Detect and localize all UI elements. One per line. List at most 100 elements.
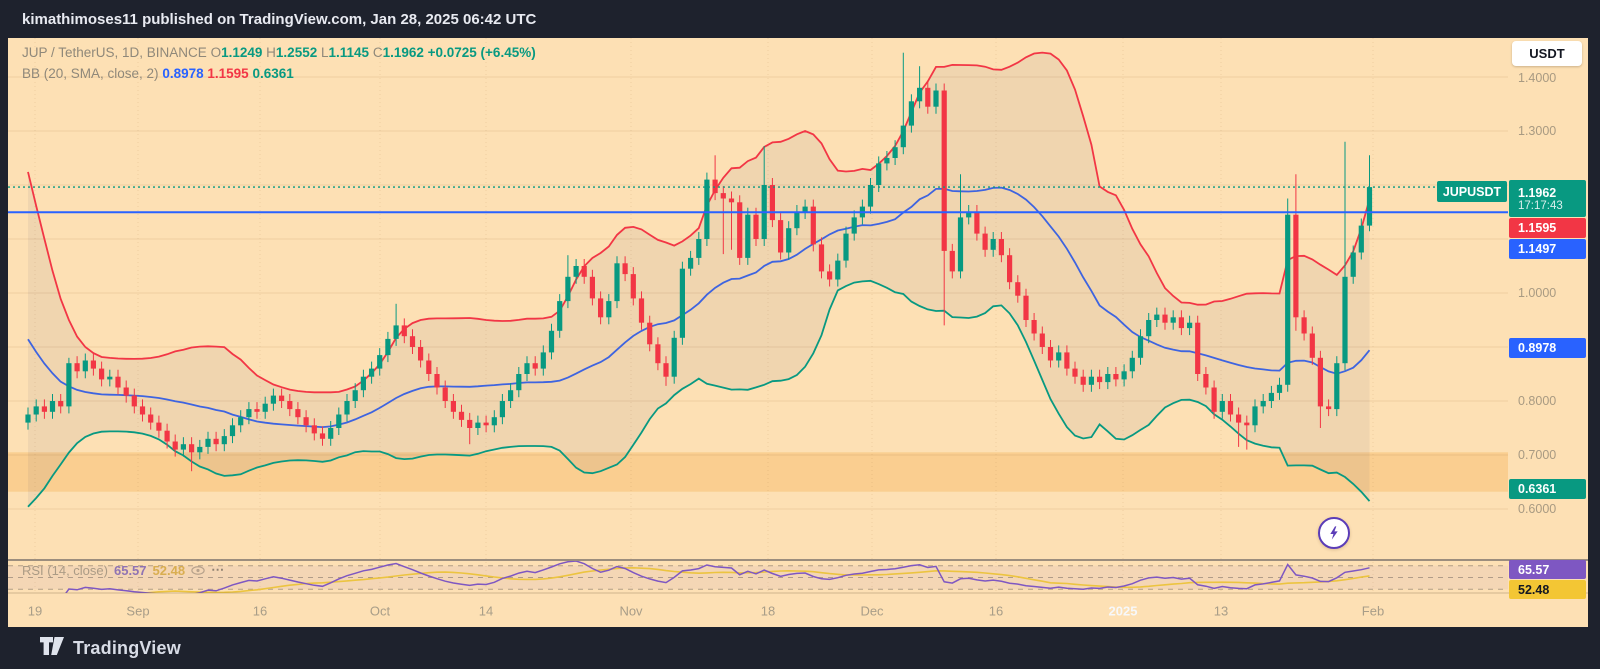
time-tick-label[interactable]: 14 xyxy=(478,603,494,618)
candle xyxy=(450,401,456,412)
candle xyxy=(311,425,317,434)
candle xyxy=(66,363,72,407)
candle xyxy=(107,376,113,380)
open-label: O xyxy=(210,45,222,60)
candle xyxy=(818,244,825,272)
candle xyxy=(638,298,645,323)
candle xyxy=(1072,368,1078,377)
candle xyxy=(688,257,694,269)
publish-header-text: kimathimoses11 published on TradingView.… xyxy=(22,10,537,28)
open-value: 1.1249 xyxy=(221,45,263,60)
rsi-legend[interactable]: RSI (14, close) 65.57 52.48 ⋯ xyxy=(22,562,224,578)
candle xyxy=(287,401,293,410)
candle xyxy=(99,368,105,380)
chart-legend[interactable]: JUP / TetherUS, 1D, BINANCE O1.1249 H1.2… xyxy=(22,42,536,84)
price-tick-label: 1.3000 xyxy=(1518,124,1557,138)
candle xyxy=(1326,406,1332,410)
time-tick-label[interactable]: 2025 xyxy=(1108,603,1138,618)
tradingview-brand-text[interactable]: TradingView xyxy=(73,637,181,658)
candle xyxy=(434,374,440,388)
time-tick-label[interactable]: Dec xyxy=(860,603,884,618)
candle xyxy=(1293,214,1299,318)
candle xyxy=(131,395,137,407)
candle xyxy=(745,214,751,258)
close-label: C xyxy=(372,45,383,60)
bb-title[interactable]: BB (20, SMA, close, 2) xyxy=(22,66,159,81)
candle xyxy=(74,363,80,372)
candle xyxy=(229,425,236,437)
symbol-legend-row[interactable]: JUP / TetherUS, 1D, BINANCE O1.1249 H1.2… xyxy=(22,42,536,63)
time-tick-label[interactable]: Sep xyxy=(126,603,150,618)
tradingview-logo-icon[interactable] xyxy=(40,636,64,660)
more-options-icon[interactable]: ⋯ xyxy=(211,562,225,577)
rsi-title[interactable]: RSI (14, close) xyxy=(22,562,108,578)
candle xyxy=(360,376,366,391)
bb-legend-row[interactable]: BB (20, SMA, close, 2) 0.8978 1.1595 0.6… xyxy=(22,63,536,84)
bb-lower-line xyxy=(27,279,1371,508)
time-tick-label[interactable]: Oct xyxy=(369,603,391,618)
lightning-bolt-button[interactable] xyxy=(1318,517,1350,549)
candle xyxy=(786,228,792,253)
price-axis[interactable]: USDT 1.4000 1.3000 1.0000 0.8000 0.7000 0.600… xyxy=(1508,38,1588,627)
time-tick-label[interactable]: Nov xyxy=(619,603,643,618)
time-tick-label[interactable]: 16 xyxy=(252,603,268,618)
time-tick-label[interactable]: 18 xyxy=(760,603,776,618)
candle xyxy=(1252,406,1258,426)
time-tick-label[interactable]: 13 xyxy=(1213,603,1229,618)
time-tick-label[interactable]: 19 xyxy=(27,603,43,618)
chart-canvas[interactable] xyxy=(8,38,1588,627)
candle xyxy=(1285,214,1291,385)
symbol-title[interactable]: JUP / TetherUS, 1D, BINANCE xyxy=(22,45,207,60)
price-tick-label: 0.8000 xyxy=(1518,394,1557,408)
candle xyxy=(115,376,121,388)
candle xyxy=(442,387,448,401)
candle xyxy=(1137,336,1144,358)
symbol-price-tag: JUPUSDT xyxy=(1437,181,1507,202)
candle xyxy=(957,217,964,272)
candle xyxy=(1031,320,1037,334)
candle xyxy=(917,87,923,102)
candle xyxy=(696,239,702,258)
candle xyxy=(1113,374,1119,380)
time-tick-label[interactable]: Feb xyxy=(1361,603,1385,618)
candle xyxy=(426,360,432,374)
candle xyxy=(164,430,170,442)
candle xyxy=(1023,295,1029,320)
candle xyxy=(516,374,522,391)
currency-toggle-button[interactable]: USDT xyxy=(1512,41,1582,66)
eye-icon[interactable] xyxy=(191,563,205,578)
candle xyxy=(1178,317,1184,329)
candle xyxy=(769,185,775,221)
bb-upper-line xyxy=(27,51,1371,394)
candle xyxy=(925,87,931,107)
candle xyxy=(467,419,473,428)
candle xyxy=(737,202,743,258)
candle xyxy=(1015,282,1021,296)
candle xyxy=(794,212,800,229)
chart-panel[interactable]: JUP / TetherUS, 1D, BINANCE O1.1249 H1.2… xyxy=(8,38,1588,627)
price-label-box: 52.48 xyxy=(1509,580,1586,599)
candle xyxy=(1154,314,1160,320)
candle xyxy=(246,409,252,418)
candle xyxy=(172,441,178,450)
candle xyxy=(385,338,391,356)
candle xyxy=(655,344,661,364)
candle xyxy=(622,263,628,275)
candle xyxy=(892,147,898,158)
candle xyxy=(908,101,914,126)
candle xyxy=(982,233,988,250)
candle xyxy=(344,401,350,415)
rsi-value: 65.57 xyxy=(113,562,147,578)
close-value: 1.1962 xyxy=(382,45,424,60)
time-axis[interactable]: 19 Sep 16 Oct 14 Nov 18 Dec 16 2025 13 Feb xyxy=(8,594,1508,627)
candle xyxy=(1244,422,1250,426)
candle xyxy=(1097,376,1103,383)
candle xyxy=(1195,322,1201,374)
candle xyxy=(876,163,882,185)
candle xyxy=(1350,252,1356,277)
candle xyxy=(369,368,375,377)
rsi-ma-value: 52.48 xyxy=(152,562,186,578)
time-tick-label[interactable]: 16 xyxy=(988,603,1004,618)
candle xyxy=(393,325,399,339)
price-tick-label: 1.0000 xyxy=(1518,286,1557,300)
